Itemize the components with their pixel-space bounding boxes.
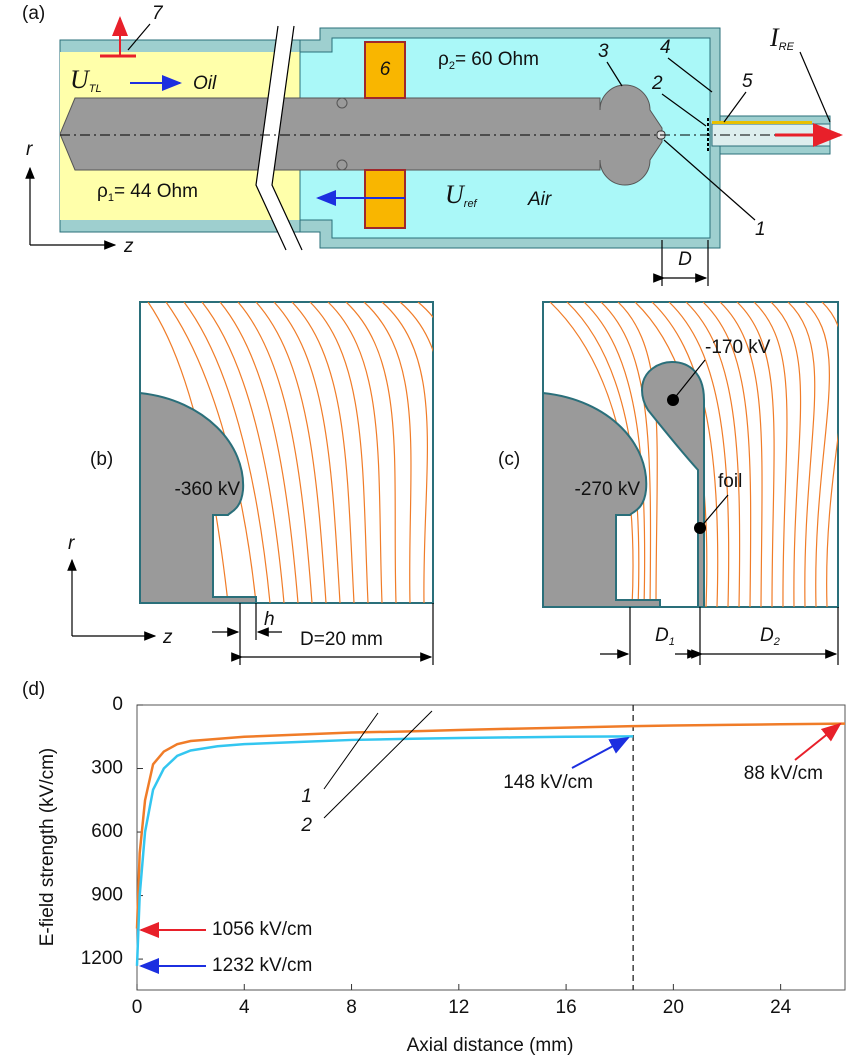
panel-label: (d) xyxy=(22,679,45,700)
subscript: 2 xyxy=(773,636,780,648)
y-tick-label: 900 xyxy=(91,885,123,906)
x-tick-label: 4 xyxy=(239,997,250,1018)
gap-label: D xyxy=(678,249,692,270)
series-label: 1 xyxy=(301,786,312,807)
subscript: RE xyxy=(779,41,795,53)
annotation: 88 kV/cm xyxy=(744,763,823,784)
gap-2: D2 xyxy=(760,625,780,648)
x-tick-label: 24 xyxy=(770,997,792,1018)
part-label: 7 xyxy=(152,3,164,24)
bump xyxy=(337,160,347,170)
foil-label: foil xyxy=(718,471,742,492)
part-label: 5 xyxy=(742,71,753,92)
panel-b: -360 kV (b) r z h D=20 mm xyxy=(68,302,461,665)
part-label: 2 xyxy=(651,73,663,94)
symbol: ρ xyxy=(97,181,108,202)
chart: (d) Axial distance (mm) E-field strength… xyxy=(22,679,845,1056)
axis-r: r xyxy=(26,139,33,160)
panel-label: (a) xyxy=(22,3,45,24)
annotation: 1056 kV/cm xyxy=(212,919,312,940)
subscript: TL xyxy=(89,83,102,95)
axis-z: z xyxy=(162,627,173,648)
x-tick-label: 8 xyxy=(346,997,357,1018)
part-label: 4 xyxy=(660,37,671,58)
annotation: 148 kV/cm xyxy=(503,772,593,793)
figure: 7 UTL Oil 6 ρ2= 60 Ohm ρ1= 44 Ohm Uref A… xyxy=(0,0,854,1064)
bump xyxy=(337,98,347,108)
x-tick-label: 16 xyxy=(556,997,577,1018)
length-label: D=20 mm xyxy=(300,629,383,650)
floating-potential: -170 kV xyxy=(705,337,771,358)
leader xyxy=(324,713,378,789)
y-tick-label: 600 xyxy=(91,821,123,842)
i-re: IRE xyxy=(769,23,795,53)
x-tick-label: 12 xyxy=(448,997,469,1018)
panel-c: -170 kV foil -270 kV (c) D1 D2 xyxy=(498,302,844,665)
x-tick-label: 20 xyxy=(663,997,684,1018)
annotation-arrow xyxy=(572,738,628,768)
leader xyxy=(324,711,432,818)
plot-frame xyxy=(137,705,845,990)
y-tick-label: 1200 xyxy=(81,948,123,969)
y-tick-label: 0 xyxy=(112,694,123,715)
potential: -270 kV xyxy=(575,479,641,500)
panel-label: (b) xyxy=(90,449,113,470)
gap-label: h xyxy=(264,609,275,630)
annotation-arrow xyxy=(795,724,840,760)
oil-label: Oil xyxy=(193,73,217,94)
subscript: ref xyxy=(464,198,478,210)
symbol: ρ xyxy=(438,49,449,70)
collector xyxy=(712,121,812,124)
part-label: 1 xyxy=(755,219,766,240)
text: = 60 Ohm xyxy=(455,49,539,70)
panel-label: (c) xyxy=(498,449,520,470)
subscript: 1 xyxy=(669,636,675,648)
leader xyxy=(800,52,830,122)
y-tick-label: 300 xyxy=(91,758,123,779)
text: = 44 Ohm xyxy=(114,181,198,202)
axis-r: r xyxy=(68,533,75,554)
panel-a: 7 UTL Oil 6 ρ2= 60 Ohm ρ1= 44 Ohm Uref A… xyxy=(22,3,840,286)
x-axis-label: Axial distance (mm) xyxy=(407,1035,574,1056)
x-tick-label: 0 xyxy=(132,997,143,1018)
axis-z: z xyxy=(123,236,134,257)
symbol: D xyxy=(655,625,669,646)
annotation: 1232 kV/cm xyxy=(212,955,312,976)
series-label: 2 xyxy=(300,815,312,836)
part-label: 6 xyxy=(380,59,391,80)
part-label: 3 xyxy=(598,41,609,62)
y-axis-label: E-field strength (kV/cm) xyxy=(37,748,58,947)
potential: -360 kV xyxy=(175,479,241,500)
gap-1: D1 xyxy=(655,625,675,648)
series-line xyxy=(137,724,845,929)
air-label: Air xyxy=(527,189,552,210)
symbol: D xyxy=(760,625,774,646)
